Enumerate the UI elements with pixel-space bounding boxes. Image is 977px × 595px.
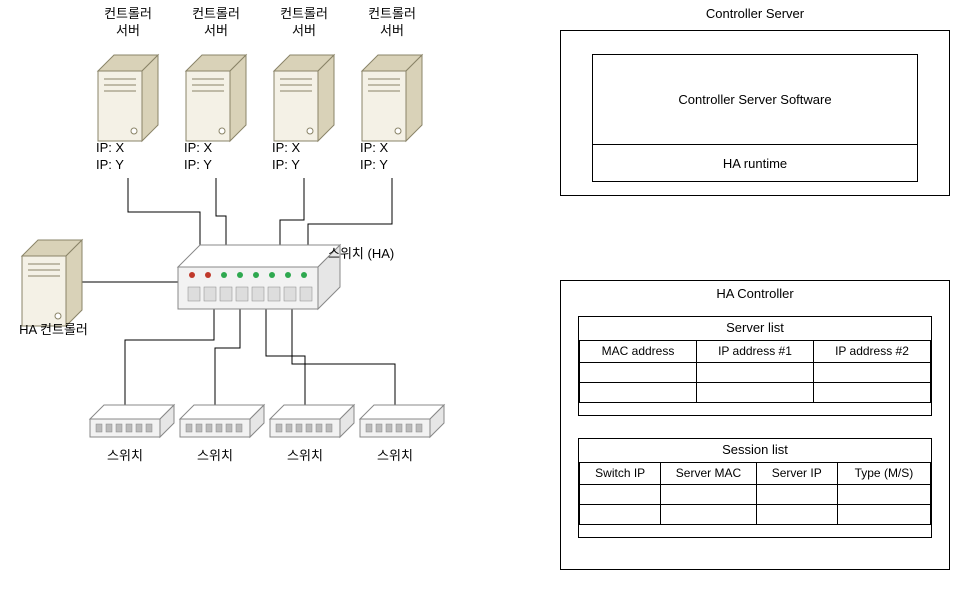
switch-label: 스위치 [85,448,165,465]
table-cell [661,484,756,504]
table-header-cell: Server IP [756,462,837,484]
table-header-cell: IP address #1 [697,340,814,362]
table-cell [813,382,930,402]
server-list-table: MAC addressIP address #1IP address #2 [579,340,931,403]
session-list-box: Session list Switch IPServer MACServer I… [578,438,932,538]
ha-runtime-row: HA runtime [593,145,917,182]
table-cell [580,504,661,524]
table-header-cell: Server MAC [661,462,756,484]
table-cell [756,504,837,524]
table-cell [756,484,837,504]
table-header-cell: MAC address [580,340,697,362]
controller-server-ip: IP: XIP: Y [86,140,170,174]
switch-label: 스위치 [175,448,255,465]
controller-server-title: Controller Server [560,6,950,23]
table-cell [661,504,756,524]
table-header-cell: Switch IP [580,462,661,484]
table-cell [813,362,930,382]
table-cell [580,382,697,402]
ha-switch-label: 스위치 (HA) [328,246,448,263]
controller-server-inner: Controller Server Software HA runtime [592,54,918,182]
controller-server-software-row: Controller Server Software [593,55,917,145]
table-cell [837,504,930,524]
session-list-title: Session list [579,439,931,462]
controller-server-ip: IP: XIP: Y [174,140,258,174]
table-cell [837,484,930,504]
controller-server-ip: IP: XIP: Y [262,140,346,174]
ha-controller-title: HA Controller [560,286,950,303]
session-list-table: Switch IPServer MACServer IPType (M/S) [579,462,931,525]
table-cell [697,382,814,402]
controller-server-label: 컨트롤러서버 [350,6,434,40]
controller-server-label: 컨트롤러서버 [86,6,170,40]
server-list-title: Server list [579,317,931,340]
controller-server-label: 컨트롤러서버 [174,6,258,40]
table-cell [580,484,661,504]
table-header-cell: IP address #2 [813,340,930,362]
switch-label: 스위치 [265,448,345,465]
table-cell [580,362,697,382]
controller-server-ip: IP: XIP: Y [350,140,434,174]
server-list-box: Server list MAC addressIP address #1IP a… [578,316,932,416]
table-cell [697,362,814,382]
table-header-cell: Type (M/S) [837,462,930,484]
ha-controller-label: HA 컨트롤러 [6,322,101,339]
switch-label: 스위치 [355,448,435,465]
controller-server-label: 컨트롤러서버 [262,6,346,40]
